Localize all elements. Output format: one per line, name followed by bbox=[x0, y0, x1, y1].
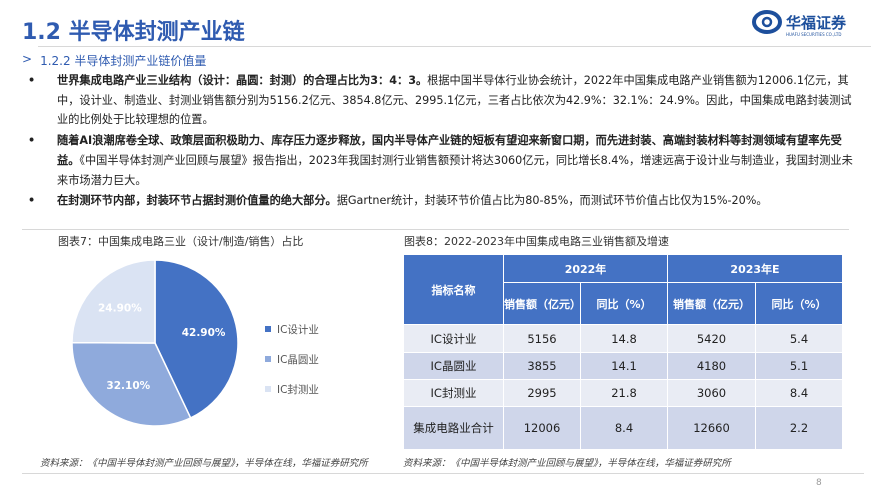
cell: 5.4 bbox=[755, 324, 843, 353]
sales-table: 指标名称 2022年 2023年E 销售额（亿元） 同比（%） 销售额（亿元） 同比（%）… bbox=[403, 254, 843, 450]
bullet-bold: 在封测环节内部，封装环节占据封测价值量的绝大部分。 bbox=[57, 194, 337, 208]
header-yoy: 同比（%） bbox=[755, 282, 843, 325]
legend-swatch bbox=[265, 386, 271, 392]
logo: 华福证券 HUAFU SECURITIES CO.,LTD bbox=[752, 10, 847, 37]
header-name: 指标名称 bbox=[403, 254, 504, 325]
content-divider bbox=[22, 229, 849, 230]
legend-swatch bbox=[265, 356, 271, 362]
legend-item: IC设计业 bbox=[265, 314, 319, 344]
logo-subtitle: HUAFU SECURITIES CO.,LTD bbox=[786, 32, 842, 37]
cell: 5156 bbox=[503, 324, 581, 353]
chart-source: 资料来源：《中国半导体封测产业回顾与展望》，半导体在线，华福证券研究所 bbox=[40, 458, 368, 469]
cell: 21.8 bbox=[580, 379, 668, 407]
bullet-icon: • bbox=[28, 134, 36, 148]
bullet-icon: • bbox=[28, 74, 36, 87]
cell: 5420 bbox=[667, 324, 756, 353]
logo-name: 华福证券 bbox=[786, 13, 847, 32]
legend-label: IC设计业 bbox=[277, 323, 319, 336]
cell: 3060 bbox=[667, 379, 756, 407]
header-sales: 销售额（亿元） bbox=[667, 282, 756, 325]
section-heading: >1.2.2 半导体封测产业链价值量 bbox=[22, 52, 206, 69]
header-yoy: 同比（%） bbox=[580, 282, 668, 325]
section-title: 1.2.2 半导体封测产业链价值量 bbox=[40, 54, 207, 68]
header-2022: 2022年 bbox=[503, 254, 668, 283]
cell: IC晶圆业 bbox=[403, 352, 504, 380]
footer-divider bbox=[400, 473, 864, 474]
table-row: IC封测业 2995 21.8 3060 8.4 bbox=[403, 379, 843, 407]
header-sales: 销售额（亿元） bbox=[503, 282, 581, 325]
legend-item: IC晶圆业 bbox=[265, 344, 319, 374]
bullet-text: 据Gartner统计，封装环节价值占比为80-85%，而测试环节价值占比仅为15… bbox=[336, 194, 768, 208]
cell: 2.2 bbox=[755, 406, 843, 450]
pie-data-label: 24.90% bbox=[98, 303, 142, 315]
cell: 12660 bbox=[667, 406, 756, 450]
header-divider bbox=[38, 46, 871, 47]
pie-slice-1 bbox=[71, 341, 192, 427]
cell: 4180 bbox=[667, 352, 756, 380]
cell: 2995 bbox=[503, 379, 581, 407]
legend-label: IC晶圆业 bbox=[277, 353, 319, 366]
table-row: IC设计业 5156 14.8 5420 5.4 bbox=[403, 324, 843, 353]
cell: 14.8 bbox=[580, 324, 668, 353]
bullet-text: 根据中国半导体行业协会统计，2022年中国集成电路产业销售额为12006.1亿元… bbox=[57, 74, 852, 127]
bullet-text: 《中国半导体封测产业回顾与展望》报告指出，2023年我国封测行业销售额预计将达3… bbox=[57, 153, 853, 187]
logo-icon bbox=[752, 10, 782, 34]
bullet-item: • 随着AI浪潮席卷全球、政策层面积极助力、库存压力逐步释放，国内半导体产业链的短… bbox=[22, 131, 857, 190]
table-source: 资料来源：《中国半导体封测产业回顾与展望》，半导体在线，华福证券研究所 bbox=[403, 458, 731, 469]
bullet-icon: • bbox=[28, 194, 36, 208]
bullet-bold: 随着AI浪潮席卷全球、政策层面积极助力、库存压力逐步释放，国内半导体产业链的短板… bbox=[57, 134, 842, 167]
footer-divider bbox=[22, 473, 464, 474]
cell: 5.1 bbox=[755, 352, 843, 380]
cell: 12006 bbox=[503, 406, 581, 450]
bullet-item: • 世界集成电路产业三业结构（设计：晶圆：封测）的合理占比为3：4：3。根据中国半… bbox=[22, 71, 857, 130]
cell: 3855 bbox=[503, 352, 581, 380]
bullet-bold: 世界集成电路产业三业结构（设计：晶圆：封测）的合理占比为3：4：3。 bbox=[57, 74, 428, 87]
legend-swatch bbox=[265, 326, 271, 332]
legend-item: IC封测业 bbox=[265, 374, 319, 404]
cell: 8.4 bbox=[580, 406, 668, 450]
bullet-item: • 在封测环节内部，封装环节占据封测价值量的绝大部分。据Gartner统计，封装环… bbox=[22, 191, 857, 211]
pie-slice-2 bbox=[71, 260, 156, 344]
table-row: 集成电路业合计 12006 8.4 12660 2.2 bbox=[403, 406, 843, 450]
table-row: IC晶圆业 3855 14.1 4180 5.1 bbox=[403, 352, 843, 380]
chart-legend: IC设计业 IC晶圆业 IC封测业 bbox=[265, 314, 319, 404]
cell: IC封测业 bbox=[403, 379, 504, 407]
cell: IC设计业 bbox=[403, 324, 504, 353]
cell: 集成电路业合计 bbox=[403, 406, 504, 450]
chevron-right-icon: > bbox=[22, 52, 33, 66]
cell: 14.1 bbox=[580, 352, 668, 380]
header-2023: 2023年E bbox=[667, 254, 843, 283]
pie-data-label: 42.90% bbox=[182, 327, 226, 339]
pie-data-label: 32.10% bbox=[106, 380, 150, 392]
legend-label: IC封测业 bbox=[277, 383, 319, 396]
pie-slice-0 bbox=[154, 260, 239, 419]
pie-chart-title: 图表7：中国集成电路三业（设计/制造/销售）占比 bbox=[58, 235, 304, 248]
bullet-list: • 世界集成电路产业三业结构（设计：晶圆：封测）的合理占比为3：4：3。根据中国半… bbox=[22, 71, 857, 212]
table-title: 图表8：2022-2023年中国集成电路三业销售额及增速 bbox=[404, 235, 669, 248]
cell: 8.4 bbox=[755, 379, 843, 407]
page-title: 1.2 半导体封测产业链 bbox=[22, 20, 245, 45]
pie-chart: 42.90% 32.10% 24.90% bbox=[71, 260, 239, 427]
page-number: 8 bbox=[816, 478, 822, 488]
